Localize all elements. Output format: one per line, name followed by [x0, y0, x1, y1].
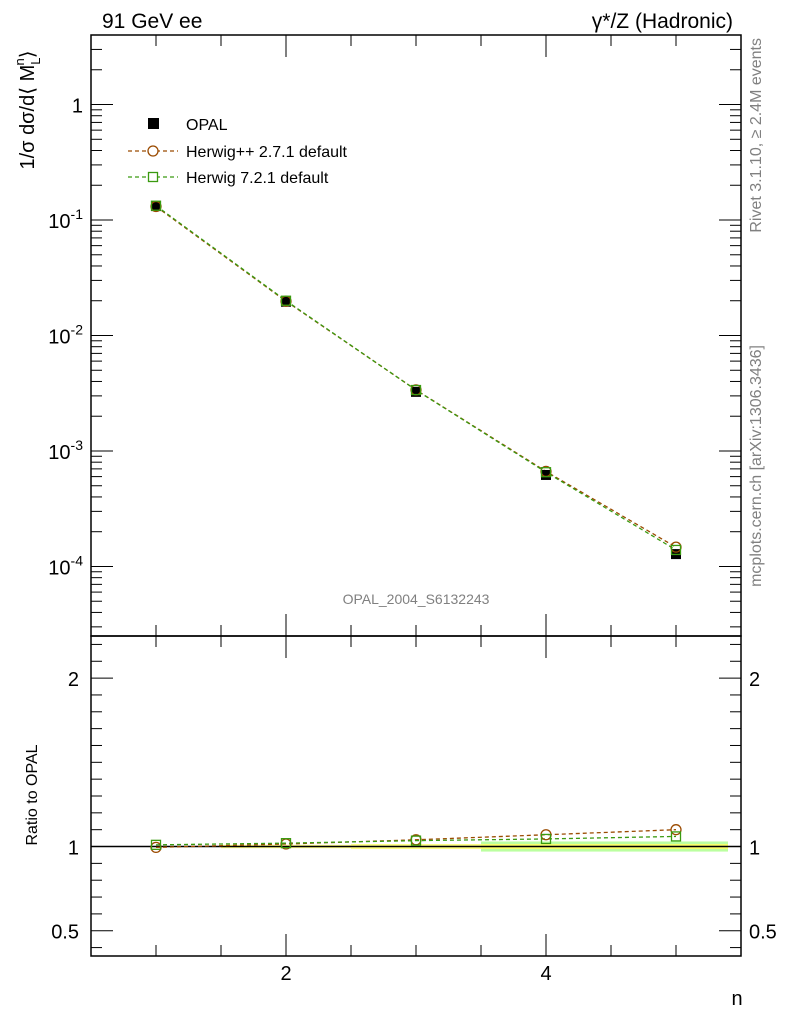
herwig7-ratio-point — [280, 838, 292, 849]
legend-label: Herwig 7.2.1 default — [186, 170, 329, 187]
ratio-ylabel: Ratio to OPAL — [24, 744, 41, 845]
svg-text:1/σ dσ/d⟨ MLn⟩: 1/σ dσ/d⟨ MLn⟩ — [12, 50, 43, 169]
legend-herwigpp-marker — [147, 145, 159, 157]
y-tick-label: 10-2 — [48, 322, 83, 349]
opal-point — [411, 386, 421, 397]
herwigpp-ratio-point — [670, 824, 682, 836]
herwig7-line — [155, 205, 677, 551]
legend: OPAL Herwig++ 2.7.1 default Herwig 7.2.1 d… — [128, 117, 348, 187]
x-tick-label: 4 — [540, 963, 551, 985]
ratio-y-tick-label-right: 1 — [749, 838, 760, 860]
rivet-version-label: Rivet 3.1.10, ≥ 2.4M events — [748, 38, 765, 233]
x-tick-label: 2 — [280, 963, 291, 985]
ratio-y-tick-label-right: 2 — [749, 669, 760, 691]
legend-label: Herwig++ 2.7.1 default — [186, 144, 348, 161]
y-tick-label: 10-1 — [48, 206, 83, 233]
opal-point — [151, 201, 161, 212]
herwig7-point — [540, 467, 552, 478]
herwig7-ratio-point — [410, 835, 422, 846]
ratio-y-tick-label: 0.5 — [51, 922, 79, 944]
ratio-y-tick-label: 2 — [68, 669, 79, 691]
mcplots-label: mcplots.cern.ch [arXiv:1306.3436] — [748, 345, 765, 587]
herwig7-ratio-point — [150, 839, 162, 850]
x-axis-label: n — [731, 988, 742, 1010]
herwig7-ratio-point — [670, 831, 682, 842]
legend-opal-marker — [148, 118, 159, 129]
energy-label: 91 GeV ee — [102, 10, 202, 33]
y-tick-label: 10-3 — [48, 437, 83, 464]
ratio-y-tick-label: 1 — [68, 838, 79, 860]
opal-point — [541, 469, 551, 480]
herwig7-point — [410, 384, 422, 396]
y-tick-label: 10-4 — [48, 552, 83, 579]
herwig7-point — [150, 200, 162, 211]
ratio-frame — [90, 635, 742, 957]
herwig7-ratio-line — [155, 835, 677, 846]
analysis-watermark: OPAL_2004_S6132243 — [343, 591, 490, 607]
ratio-panel: 0.5 0.5 1 1 2 2 2 4 — [51, 635, 777, 985]
y-tick-label: 1 — [72, 96, 83, 118]
legend-label: OPAL — [186, 117, 228, 134]
process-label: γ*/Z (Hadronic) — [592, 10, 733, 33]
herwig7-ratio-point — [540, 833, 552, 845]
opal-point — [281, 296, 291, 307]
ratio-y-tick-label-right: 0.5 — [749, 922, 777, 944]
herwigpp-ratio-line — [155, 829, 677, 849]
herwig7-point — [280, 295, 292, 306]
legend-herwig7-marker — [147, 171, 159, 183]
main-ylabel: 1/σ dσ/d⟨ MLn⟩ — [12, 50, 43, 169]
herwig7-point — [670, 544, 682, 556]
herwigpp-line — [155, 205, 677, 548]
